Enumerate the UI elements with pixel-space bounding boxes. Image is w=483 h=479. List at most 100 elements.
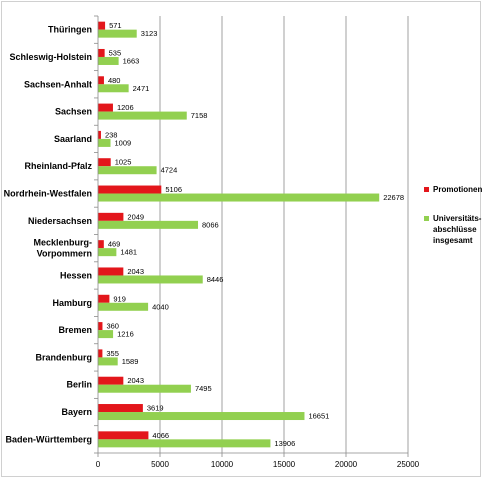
data-label-universitäts-abschlüsse-insgesamt-rheinland-pfalz: 4724 [161, 166, 178, 175]
legend-swatch-universitäts-abschlüsse-insgesamt [424, 216, 429, 221]
data-label-promotionen-mecklenburg-vorpommern: 469 [108, 240, 121, 249]
data-label-universitäts-abschlüsse-insgesamt-baden-württemberg: 13906 [274, 439, 295, 448]
category-label-sachsen: Sachsen [55, 107, 92, 117]
bar-promotionen-bremen [98, 322, 103, 331]
bar-universitäts-abschlüsse-insgesamt-sachsen [98, 111, 187, 120]
x-tick-label-15000: 15000 [273, 460, 296, 469]
category-label-mecklenburg-vorpommern: Mecklenburg- [33, 238, 92, 248]
data-label-promotionen-bayern: 3619 [147, 404, 164, 413]
data-label-promotionen-brandenburg: 355 [106, 349, 119, 358]
category-label-hamburg: Hamburg [52, 298, 92, 308]
bar-promotionen-berlin [98, 376, 124, 385]
x-tick-label-0: 0 [96, 460, 101, 469]
legend-label-universitäts-abschlüsse-insgesamt: Universitäts- [433, 214, 482, 223]
legend: Promotionen Universitäts-abschlüsse insges… [424, 185, 482, 245]
data-label-universitäts-abschlüsse-insgesamt-bayern: 16651 [308, 412, 329, 421]
legend-label-universitäts-abschlüsse-insgesamt: abschlüsse [433, 225, 477, 234]
legend-swatch-promotionen [424, 187, 429, 192]
data-label-promotionen-rheinland-pfalz: 1025 [115, 158, 132, 167]
bar-promotionen-bayern [98, 404, 143, 413]
bar-promotionen-sachsen-anhalt [98, 76, 104, 85]
bar-universitäts-abschlüsse-insgesamt-hamburg [98, 302, 149, 311]
bar-universitäts-abschlüsse-insgesamt-mecklenburg-vorpommern [98, 248, 117, 257]
data-label-promotionen-saarland: 238 [105, 130, 118, 139]
category-label-bremen: Bremen [58, 325, 92, 335]
data-label-promotionen-hessen: 2043 [127, 267, 144, 276]
bar-universitäts-abschlüsse-insgesamt-bremen [98, 330, 114, 339]
data-label-universitäts-abschlüsse-insgesamt-sachsen: 7158 [191, 111, 208, 120]
data-label-promotionen-baden-württemberg: 4066 [152, 431, 169, 440]
category-label-rheinland-pfalz: Rheinland-Pfalz [24, 161, 92, 171]
legend-label-universitäts-abschlüsse-insgesamt: insgesamt [433, 236, 473, 245]
data-label-promotionen-nordrhein-westfalen: 5106 [165, 185, 182, 194]
bar-universitäts-abschlüsse-insgesamt-baden-württemberg [98, 439, 271, 448]
data-label-universitäts-abschlüsse-insgesamt-niedersachsen: 8066 [202, 220, 219, 229]
category-label-mecklenburg-vorpommern: Vorpommern [37, 249, 92, 259]
category-label-bayern: Bayern [61, 407, 92, 417]
bar-promotionen-rheinland-pfalz [98, 158, 111, 167]
x-tick-label-20000: 20000 [335, 460, 358, 469]
data-label-promotionen-schleswig-holstein: 535 [109, 48, 122, 57]
data-label-universitäts-abschlüsse-insgesamt-hamburg: 4040 [152, 302, 169, 311]
data-label-universitäts-abschlüsse-insgesamt-mecklenburg-vorpommern: 1481 [120, 248, 137, 257]
data-label-promotionen-bremen: 360 [106, 322, 119, 331]
axes: 0 5000 10000 15000 20000 25000 [94, 15, 420, 469]
category-label-saarland: Saarland [54, 134, 92, 144]
bar-universitäts-abschlüsse-insgesamt-rheinland-pfalz [98, 166, 157, 175]
bar-promotionen-brandenburg [98, 349, 103, 358]
bar-promotionen-niedersachsen [98, 212, 124, 221]
data-label-universitäts-abschlüsse-insgesamt-brandenburg: 1589 [122, 357, 139, 366]
data-label-universitäts-abschlüsse-insgesamt-saarland: 1009 [115, 138, 132, 147]
x-tick-label-25000: 25000 [397, 460, 420, 469]
data-label-promotionen-niedersachsen: 2049 [127, 212, 144, 221]
data-label-universitäts-abschlüsse-insgesamt-thüringen: 3123 [141, 29, 158, 38]
category-label-nordrhein-westfalen: Nordrhein-Westfalen [4, 189, 92, 199]
data-label-universitäts-abschlüsse-insgesamt-berlin: 7495 [195, 384, 212, 393]
bar-universitäts-abschlüsse-insgesamt-nordrhein-westfalen [98, 193, 380, 202]
category-label-niedersachsen: Niedersachsen [28, 216, 92, 226]
data-label-promotionen-sachsen: 1206 [117, 103, 134, 112]
bars [98, 21, 380, 448]
category-labels: Thüringen Schleswig-Holstein Sachsen-Anhal… [4, 25, 93, 445]
gridlines [159, 16, 409, 453]
bar-promotionen-mecklenburg-vorpommern [98, 240, 104, 249]
category-label-hessen: Hessen [60, 270, 92, 280]
category-label-brandenburg: Brandenburg [35, 352, 92, 362]
data-label-promotionen-hamburg: 919 [113, 294, 126, 303]
bar-universitäts-abschlüsse-insgesamt-brandenburg [98, 357, 118, 366]
category-label-thüringen: Thüringen [48, 25, 92, 35]
bar-universitäts-abschlüsse-insgesamt-saarland [98, 138, 111, 147]
category-label-schleswig-holstein: Schleswig-Holstein [9, 52, 92, 62]
bar-universitäts-abschlüsse-insgesamt-sachsen-anhalt [98, 84, 129, 93]
bar-universitäts-abschlüsse-insgesamt-berlin [98, 384, 191, 393]
bar-universitäts-abschlüsse-insgesamt-niedersachsen [98, 220, 199, 229]
bar-promotionen-saarland [98, 130, 101, 139]
data-label-universitäts-abschlüsse-insgesamt-schleswig-holstein: 1663 [123, 56, 140, 65]
bar-promotionen-hessen [98, 267, 124, 276]
bar-promotionen-baden-württemberg [98, 431, 149, 440]
x-tick-label-10000: 10000 [211, 460, 234, 469]
data-label-universitäts-abschlüsse-insgesamt-sachsen-anhalt: 2471 [133, 84, 150, 93]
data-label-universitäts-abschlüsse-insgesamt-nordrhein-westfalen: 22678 [383, 193, 404, 202]
bar-promotionen-sachsen [98, 103, 113, 112]
data-label-universitäts-abschlüsse-insgesamt-hessen: 8446 [207, 275, 224, 284]
data-label-promotionen-thüringen: 571 [109, 21, 122, 30]
category-label-berlin: Berlin [66, 380, 92, 390]
data-label-universitäts-abschlüsse-insgesamt-bremen: 1216 [117, 330, 134, 339]
bar-promotionen-schleswig-holstein [98, 48, 105, 57]
category-label-sachsen-anhalt: Sachsen-Anhalt [24, 79, 92, 89]
data-label-promotionen-sachsen-anhalt: 480 [108, 76, 121, 85]
bar-promotionen-hamburg [98, 294, 110, 303]
bar-promotionen-thüringen [98, 21, 106, 30]
data-label-promotionen-berlin: 2043 [127, 376, 144, 385]
x-tick-label-5000: 5000 [151, 460, 169, 469]
bar-universitäts-abschlüsse-insgesamt-schleswig-holstein [98, 56, 119, 65]
bar-universitäts-abschlüsse-insgesamt-bayern [98, 412, 305, 421]
category-label-baden-württemberg: Baden-Württemberg [5, 434, 92, 444]
legend-label-promotionen: Promotionen [433, 185, 482, 194]
bar-promotionen-nordrhein-westfalen [98, 185, 162, 194]
bar-universitäts-abschlüsse-insgesamt-hessen [98, 275, 203, 284]
